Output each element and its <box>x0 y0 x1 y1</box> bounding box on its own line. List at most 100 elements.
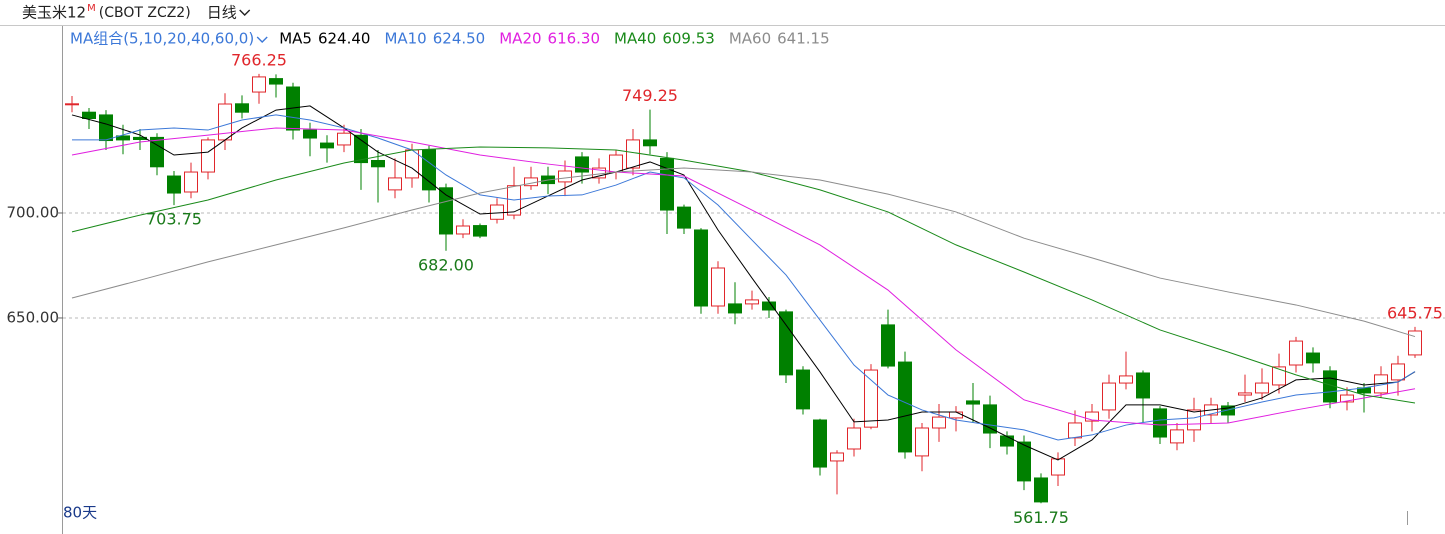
candle-body <box>337 132 351 146</box>
candle-body <box>881 324 895 367</box>
candle-body <box>609 154 623 173</box>
candle-body <box>983 404 997 434</box>
ma-dropdown-icon[interactable] <box>256 36 268 43</box>
legend-name: MA60 <box>729 30 771 48</box>
candle-body <box>728 303 742 314</box>
candle-body <box>694 229 708 307</box>
candle-body <box>966 400 980 405</box>
chart-title: 美玉米12 <box>22 4 86 22</box>
candle-body <box>1068 422 1082 439</box>
candle-body <box>303 129 317 139</box>
candle-body <box>1238 392 1252 396</box>
candle-body <box>1153 408 1167 438</box>
legend-value: 641.15 <box>777 30 830 48</box>
price-annotation: 645.75 <box>1387 303 1443 322</box>
price-annotation: 703.75 <box>146 210 202 229</box>
candle-body <box>218 103 232 141</box>
candle-body <box>1187 409 1201 431</box>
candle-body <box>99 114 113 142</box>
y-tick-label: 650.00 <box>7 308 60 326</box>
candle-body <box>932 416 946 429</box>
candle-body <box>796 369 810 410</box>
candle-body <box>371 159 385 168</box>
candle-body <box>439 187 453 235</box>
price-annotation: 749.25 <box>622 86 678 105</box>
candle-body <box>1340 394 1354 403</box>
legend-name: MA10 <box>384 30 426 48</box>
candle-body <box>1289 340 1303 366</box>
candle-body <box>422 149 436 191</box>
candle-body <box>949 411 963 419</box>
candle-body <box>1391 363 1405 381</box>
candle-body <box>1051 458 1065 476</box>
candle-body <box>779 311 793 376</box>
candle-body <box>558 170 572 183</box>
candle-body <box>1408 330 1422 356</box>
candle-body <box>1119 375 1133 384</box>
candle-body <box>490 204 504 220</box>
legend-name: MA40 <box>614 30 656 48</box>
candle-body <box>1034 477 1048 503</box>
candle-body <box>1170 429 1184 444</box>
ma-group-selector[interactable]: MA组合(5,10,20,40,60,0) <box>70 30 254 48</box>
candle-body <box>575 156 589 173</box>
legend-value: 624.50 <box>433 30 486 48</box>
candle-body <box>252 76 266 93</box>
candle-body <box>184 171 198 193</box>
candle-body <box>1272 366 1286 386</box>
price-annotation: 561.75 <box>1013 508 1069 527</box>
legend-name: MA20 <box>499 30 541 48</box>
candle-body <box>898 361 912 453</box>
candle-body <box>1000 435 1014 447</box>
candle-body <box>1085 411 1099 422</box>
candle-body <box>1017 441 1031 482</box>
candle-body <box>762 301 776 311</box>
day-count: 80天 <box>63 504 97 522</box>
candle-body <box>864 369 878 428</box>
candle-body <box>643 139 657 147</box>
ma-line <box>71 167 1416 338</box>
candle-body <box>915 427 929 457</box>
candle-body <box>201 139 215 173</box>
ma-line <box>71 105 1416 461</box>
candle-body <box>269 78 283 85</box>
candle-body <box>711 267 725 307</box>
candle-body <box>830 452 844 462</box>
candle-body <box>813 419 827 468</box>
candle-body <box>320 142 334 149</box>
plot-area: 700.00 650.00 766.25 749.25 703.75 682.00 561.… <box>7 50 1445 527</box>
candle-body <box>1255 382 1269 394</box>
candle-body <box>150 136 164 168</box>
candle-body <box>745 299 759 305</box>
ma-line <box>72 114 1416 441</box>
legend-name: MA5 <box>279 30 312 48</box>
candle-body <box>1306 352 1320 364</box>
candle-body <box>847 427 861 450</box>
candle-body <box>235 103 249 113</box>
legend-value: 624.40 <box>318 30 371 48</box>
candle-body <box>116 135 130 141</box>
candle-body <box>388 177 402 191</box>
candle-body <box>65 103 79 106</box>
period-dropdown-icon[interactable] <box>239 9 251 16</box>
y-tick-label: 700.00 <box>7 203 60 221</box>
candle-body <box>456 225 470 235</box>
candle-body <box>1102 382 1116 411</box>
chart-subtitle: (CBOT ZCZ2) <box>99 5 191 21</box>
candle-body <box>405 149 419 179</box>
ma-line <box>71 127 1416 426</box>
candle-body <box>82 111 96 119</box>
candle-body <box>677 206 691 229</box>
candle-body <box>626 139 640 169</box>
price-annotation: 766.25 <box>231 50 287 69</box>
price-annotation: 682.00 <box>418 255 474 274</box>
title-superscript: M <box>87 3 96 14</box>
candle-body <box>1221 405 1235 416</box>
candle-body <box>660 157 674 211</box>
legend-value: 616.30 <box>548 30 601 48</box>
candle-body <box>473 225 487 237</box>
period-selector[interactable]: 日线 <box>207 4 237 22</box>
candle-body <box>1136 372 1150 399</box>
